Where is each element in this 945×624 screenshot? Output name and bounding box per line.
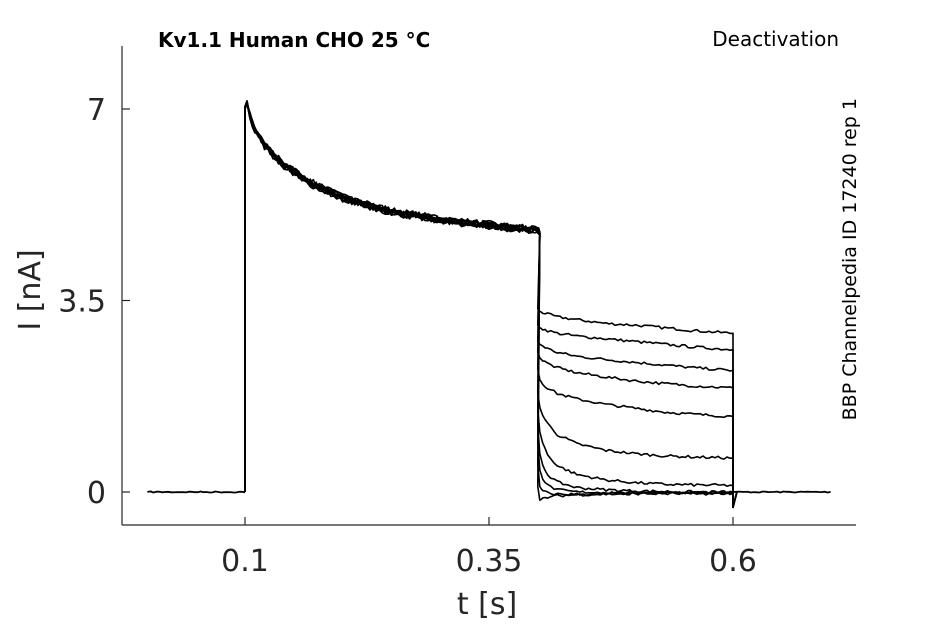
source-id-label: BBP Channelpedia ID 17240 rep 1 [839, 98, 861, 420]
x-tick-label: 0.1 [221, 544, 269, 579]
sweep-trace-7 [244, 102, 738, 509]
sweep-trace-9 [244, 101, 738, 509]
sweep-trace-4 [244, 101, 738, 509]
sweep-trace-5 [244, 102, 738, 509]
sweep-trace-3 [244, 101, 738, 509]
sweep-trace-6 [244, 100, 738, 509]
sweep-trace-8 [244, 101, 738, 509]
y-tick-label: 0 [87, 476, 106, 511]
y-tick-label: 3.5 [58, 285, 106, 320]
x-axis-label: t [s] [457, 587, 517, 622]
y-tick-label: 7 [87, 93, 106, 128]
baseline-trace [732, 490, 831, 494]
sweep-trace-1 [244, 100, 738, 509]
baseline-trace [147, 490, 246, 494]
chart-title: Kv1.1 Human CHO 25 °C [158, 28, 430, 52]
axes [121, 46, 856, 526]
sweep-trace-2 [244, 102, 738, 509]
protocol-label: Deactivation [712, 27, 839, 51]
x-ticks: 0.1 0.35 0.6 [221, 517, 757, 579]
y-axis-label: I [nA] [13, 249, 48, 330]
x-tick-label: 0.6 [709, 544, 757, 579]
current-traces [147, 100, 831, 509]
sweep-trace-11 [244, 100, 738, 509]
x-tick-label: 0.35 [456, 544, 523, 579]
y-ticks: 03.57 [58, 93, 130, 511]
sweep-trace-10 [244, 102, 738, 509]
